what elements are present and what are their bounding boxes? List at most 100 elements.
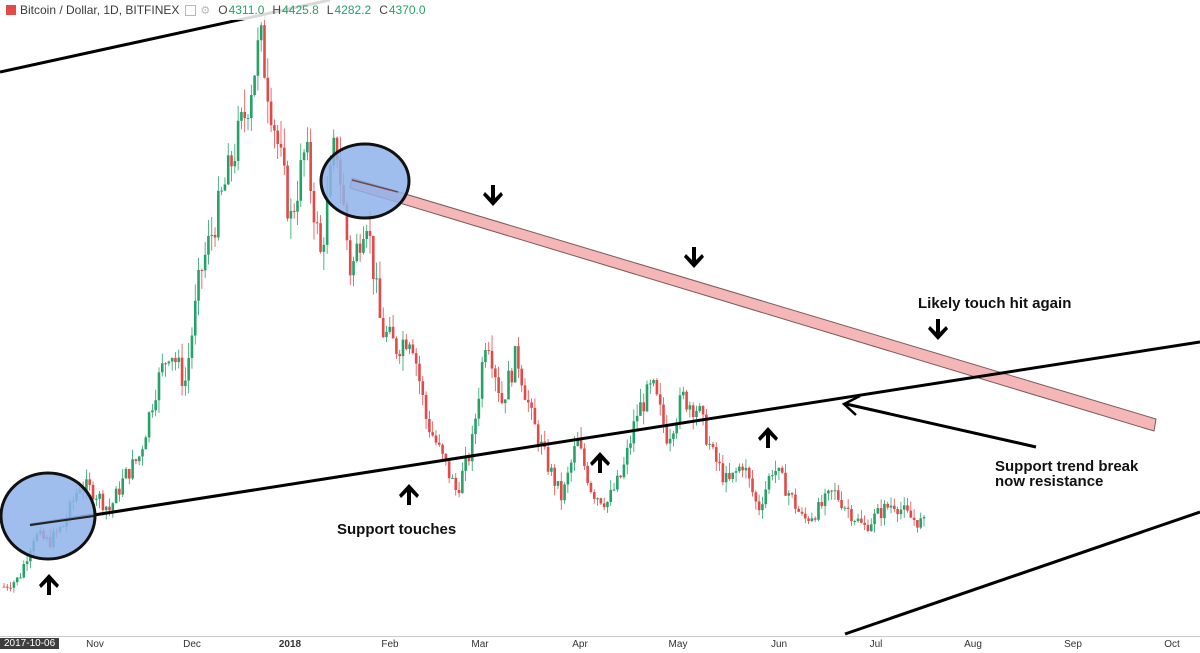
ohlc-open-label: O [218, 3, 228, 17]
candle-down [134, 459, 138, 462]
candle-down [447, 461, 451, 479]
likely-touch-label: Likely touch hit again [918, 295, 1072, 312]
candle-down [391, 326, 395, 339]
time-axis[interactable]: 2017-10-06 Nov Dec 2018 Feb Mar Apr May Jun Jul Au… [0, 636, 1200, 653]
candle-up [154, 400, 157, 411]
symbol-title[interactable]: Bitcoin / Dollar, 1D, BITFINEX [20, 3, 180, 17]
ohlc-open-value: 4311.0 [228, 3, 265, 17]
lower-channel-line[interactable] [844, 510, 1200, 636]
candle-down [494, 368, 497, 378]
candle-down [916, 520, 919, 528]
candle-up [470, 434, 474, 462]
candle-down [358, 243, 362, 253]
up-arrow-icon [399, 484, 419, 505]
candle-down [180, 357, 184, 387]
candle-up [681, 391, 685, 396]
x-tick-label: Aug [964, 639, 982, 650]
candle-up [695, 410, 698, 418]
candle-up [223, 184, 227, 191]
support-trendline[interactable] [29, 340, 1200, 527]
candle-down [497, 377, 500, 394]
candles-group [2, 14, 926, 593]
candle-up [889, 505, 893, 508]
candle-down [345, 204, 349, 241]
candle-down [428, 418, 431, 433]
up-arrow-icon [590, 452, 610, 473]
x-tick-label: Feb [381, 639, 399, 650]
candle-up [771, 475, 774, 477]
ohlc-high-label: H [272, 3, 282, 17]
visibility-toggle-icon[interactable] [185, 4, 197, 16]
candle-up [767, 476, 771, 490]
candle-up [15, 577, 19, 583]
candle-down [395, 338, 398, 354]
candle-up [131, 459, 134, 479]
x-tick-label: Sep [1064, 639, 1082, 650]
candle-up [141, 449, 144, 457]
candle-up [408, 344, 411, 350]
candle-down [490, 350, 494, 369]
candle-down [2, 586, 6, 588]
candle-up [85, 479, 88, 491]
candle-down [88, 479, 92, 485]
candle-down [273, 125, 276, 131]
candle-down [5, 586, 9, 588]
candle-up [853, 521, 857, 523]
candle-up [856, 518, 860, 522]
candle-down [530, 402, 533, 408]
candle-up [777, 467, 781, 471]
candle-up [675, 422, 678, 434]
down-arrow-icon [483, 185, 503, 206]
settings-icon[interactable]: ⚙ [200, 4, 211, 17]
x-tick-label: Nov [86, 639, 104, 650]
candle-up [246, 118, 250, 120]
candle-up [827, 490, 830, 494]
candle-down [372, 235, 375, 280]
candle-up [193, 300, 197, 336]
candle-down [500, 393, 504, 404]
candle-up [114, 488, 118, 504]
candle-up [649, 383, 652, 385]
ohlc-high-value: 4425.8 [282, 3, 319, 17]
candle-down [906, 505, 909, 511]
candle-up [787, 493, 791, 496]
candle-down [794, 494, 797, 509]
candle-down [546, 447, 550, 472]
candle-down [705, 414, 708, 445]
candle-up [250, 95, 253, 119]
candle-down [886, 503, 890, 508]
candle-up [731, 472, 735, 479]
candle-down [642, 402, 646, 412]
candle-up [609, 489, 613, 502]
candle-down [312, 190, 316, 223]
candle-up [606, 501, 609, 508]
candle-up [678, 395, 682, 423]
candle-down [893, 505, 896, 510]
candle-up [25, 561, 29, 565]
candle-up [635, 415, 639, 422]
candle-up [876, 508, 880, 514]
candle-up [184, 380, 187, 387]
candle-up [95, 498, 98, 500]
candle-up [645, 384, 649, 412]
candle-up [302, 152, 306, 161]
candle-up [296, 200, 299, 212]
candle-down [583, 448, 586, 466]
candle-up [744, 467, 748, 471]
candle-up [187, 357, 190, 381]
candle-down [91, 484, 95, 500]
candle-down [909, 510, 913, 518]
x-tick-label: Jun [770, 639, 788, 650]
candle-down [721, 463, 725, 483]
candle-down [714, 447, 718, 462]
candle-up [22, 564, 26, 578]
candle-down [751, 478, 754, 493]
candle-up [616, 475, 619, 490]
candle-down [754, 492, 758, 502]
candle-up [197, 269, 200, 301]
candle-up [474, 418, 477, 435]
candle-down [741, 466, 744, 471]
candle-up [761, 504, 764, 511]
candle-down [757, 501, 761, 511]
